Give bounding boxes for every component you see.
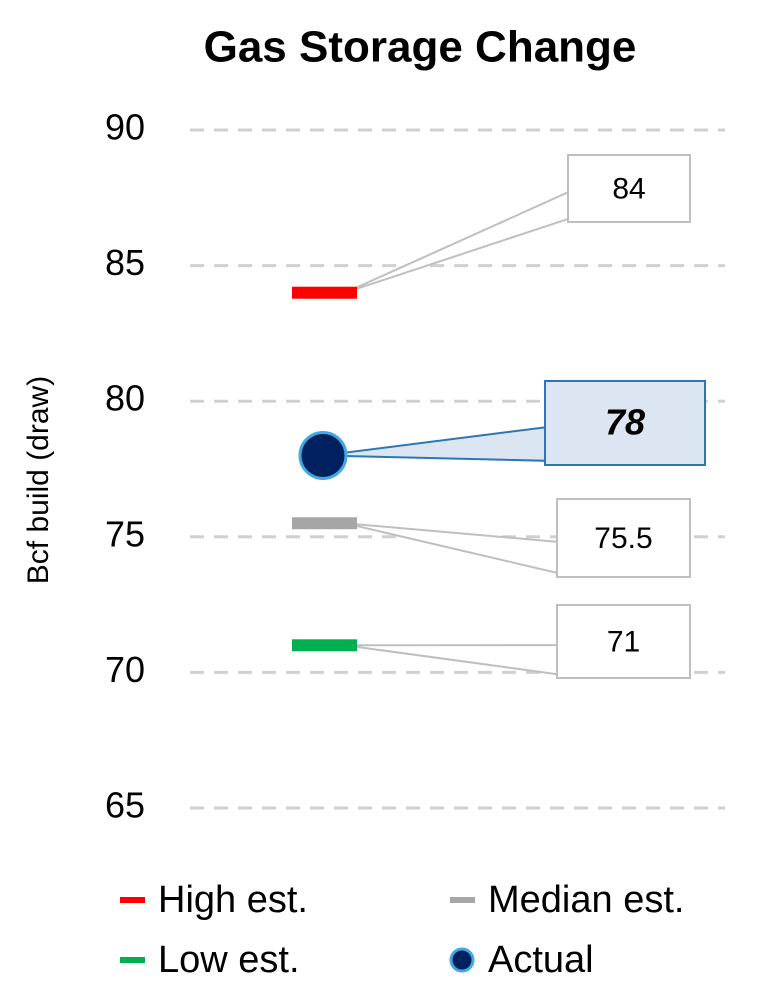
y-tick-label: 85 (105, 242, 145, 283)
legend-symbol (449, 947, 475, 973)
chart-title: Gas Storage Change (204, 23, 637, 72)
actual-marker (298, 430, 348, 480)
data-label: 84 (612, 172, 645, 205)
legend-symbol (450, 897, 475, 903)
callout-cover (558, 644, 561, 676)
callout-box (556, 604, 691, 679)
estimate-marker (292, 639, 357, 652)
callout-box (556, 498, 691, 578)
data-label: 71 (607, 625, 640, 658)
y-tick-label: 90 (105, 107, 145, 148)
legend-label: High est. (158, 879, 308, 921)
callout-cover (569, 190, 572, 220)
y-tick-label: 70 (105, 649, 145, 690)
y-tick-label: 65 (105, 785, 145, 826)
callout-pointer (344, 190, 570, 294)
callout-pointer (344, 644, 559, 676)
data-label: 75.5 (594, 522, 652, 555)
legend-label: Median est. (488, 879, 684, 921)
callout-box (544, 380, 706, 466)
callout-pointer (322, 426, 547, 462)
y-tick-label: 80 (105, 378, 145, 419)
estimate-marker (292, 517, 357, 530)
callout-box (567, 154, 691, 223)
y-tick-label: 75 (105, 513, 145, 554)
callout-cover (558, 540, 561, 575)
legend-label: Actual (488, 939, 594, 981)
y-axis-title: Bcf build (draw) (22, 376, 55, 584)
legend-symbol (120, 957, 145, 963)
callout-pointer (344, 522, 559, 575)
legend-label: Low est. (158, 939, 300, 981)
callout-cover (546, 426, 549, 462)
estimate-marker (292, 286, 357, 299)
data-label: 78 (605, 402, 645, 443)
legend-symbol (120, 897, 145, 903)
